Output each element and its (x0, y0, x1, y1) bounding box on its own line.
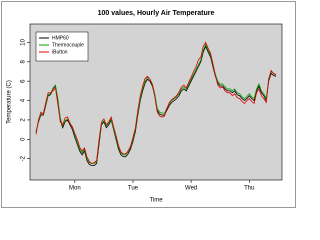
y-axis-title: Temperature (C) (7, 80, 13, 124)
x-tick-label: Thu (244, 186, 254, 192)
chart: 100 values, Hourly Air Temperature Time … (1, 1, 296, 208)
x-tick-label: Wed (185, 186, 197, 192)
page: 100 values, Hourly Air Temperature Time … (1, 1, 296, 208)
y-tick-label: 8 (21, 59, 27, 63)
y-tick-label: 2 (21, 118, 27, 122)
legend-label: iButton (52, 49, 68, 55)
legend-box (35, 31, 89, 62)
y-tick-label: 6 (21, 79, 27, 83)
y-tick-label: 10 (21, 38, 27, 45)
series-line (35, 43, 277, 164)
x-tick-label: Tue (128, 186, 139, 192)
y-tick-label: -2 (21, 155, 27, 161)
legend-label: HMP60 (52, 35, 69, 41)
x-axis-title: Time (149, 198, 163, 204)
chart-title: 100 values, Hourly Air Temperature (98, 10, 215, 17)
y-tick-label: 0 (21, 137, 27, 141)
legend-label: Thermocouple (52, 42, 84, 48)
series-line (35, 41, 277, 164)
y-tick-label: 4 (21, 98, 27, 102)
x-tick-label: Mon (69, 186, 81, 192)
